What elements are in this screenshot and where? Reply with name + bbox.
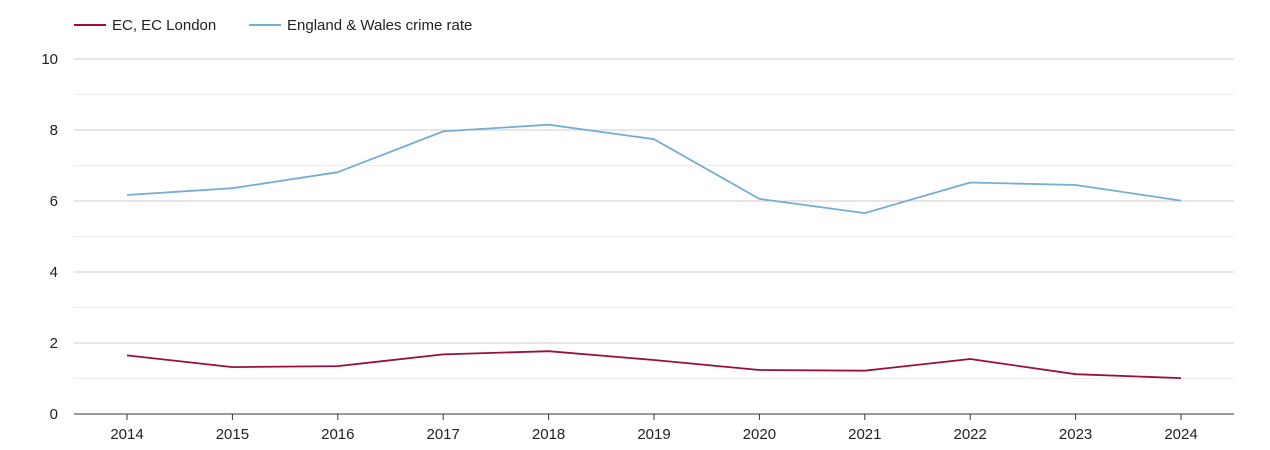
x-tick-label: 2018 <box>532 426 565 443</box>
x-tick-label: 2024 <box>1164 426 1197 443</box>
y-tick-label: 2 <box>50 335 58 352</box>
x-tick-label: 2021 <box>848 426 881 443</box>
x-tick-label: 2023 <box>1059 426 1092 443</box>
series-line-england-wales <box>126 123 1182 215</box>
x-axis-ticks: 2014 2015 2016 2017 2018 2019 2020 2021 2022 2023… <box>110 414 1198 443</box>
gridlines <box>74 58 1234 379</box>
x-tick-label: 2022 <box>954 426 987 443</box>
x-tick-label: 2019 <box>637 426 670 443</box>
y-tick-label: 8 <box>50 122 58 139</box>
y-tick-label: 6 <box>50 193 58 210</box>
x-tick-label: 2020 <box>743 426 776 443</box>
y-tick-label: 4 <box>50 264 58 281</box>
legend-label-ec-london: EC, EC London <box>112 17 216 34</box>
x-tick-label: 2017 <box>427 426 460 443</box>
series-lines <box>126 123 1182 379</box>
y-axis-ticks: 0 2 4 6 8 10 <box>41 51 58 423</box>
y-tick-label: 10 <box>41 51 58 68</box>
y-tick-label: 0 <box>50 406 58 423</box>
x-tick-label: 2015 <box>216 426 249 443</box>
legend: EC, EC London England & Wales crime rate <box>74 17 472 34</box>
x-tick-label: 2014 <box>110 426 143 443</box>
series-line-ec-london <box>126 350 1182 379</box>
x-tick-label: 2016 <box>321 426 354 443</box>
legend-label-england-wales: England & Wales crime rate <box>287 17 472 34</box>
